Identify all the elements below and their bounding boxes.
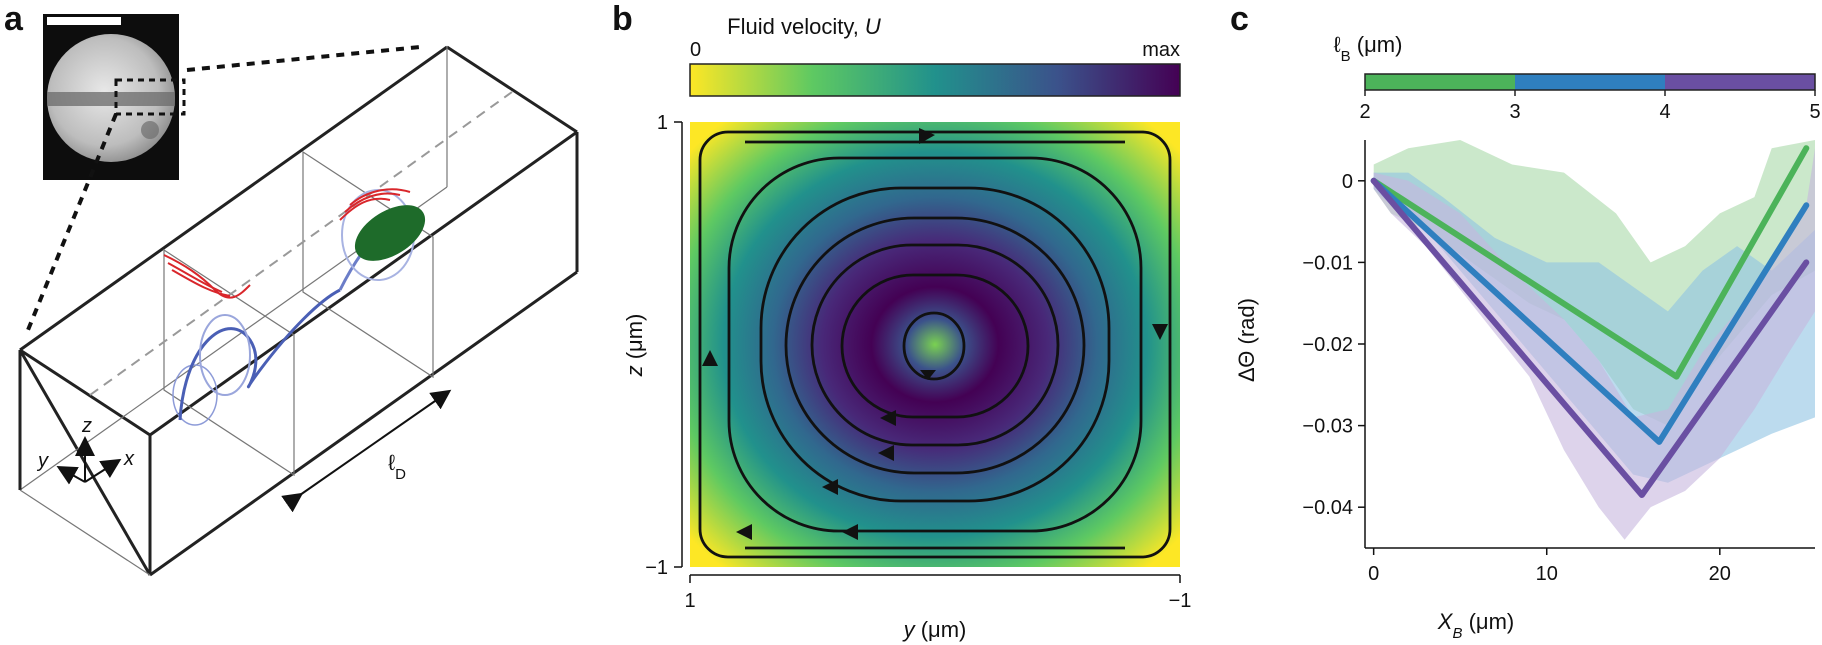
colorbar-title: Fluid velocity, U	[727, 14, 881, 39]
panel-b: b Fluid velocity, U 0 max	[612, 0, 1191, 642]
plot-y-tick-label: −0.03	[1302, 416, 1353, 438]
delta-theta-plot: 0 10 20 0 −0.01 −0.02 −0.03 −0.04	[1302, 140, 1815, 585]
plot-y-tick-label: 0	[1342, 171, 1353, 193]
plot-y-tick-label: −0.04	[1302, 497, 1353, 519]
plot-x-tick-label: 0	[1368, 563, 1379, 585]
axis-y-label: y	[36, 450, 49, 472]
colorbar-min-label: 0	[690, 39, 701, 61]
lb-colorbar-frame	[1364, 73, 1816, 91]
panel-a-label: a	[4, 0, 24, 38]
velocity-heatmap	[690, 122, 1180, 567]
panel-c-label: c	[1230, 0, 1249, 38]
axis-x-label: x	[123, 448, 135, 470]
plot-x-label: XB (μm)	[1437, 609, 1514, 642]
plot-y-tick-label: −0.01	[1302, 252, 1353, 274]
heatmap-x-tick-right: −1	[1169, 590, 1192, 612]
lb-colorbar-segment	[1515, 74, 1665, 90]
axis-z-label: z	[81, 415, 92, 437]
zoom-box	[114, 78, 186, 116]
lb-colorbar: 2 3 4 5	[1359, 73, 1821, 123]
velocity-colorbar	[689, 63, 1181, 97]
heatmap-y-tick-top: 1	[657, 112, 668, 134]
plot-y-label: ΔΘ (rad)	[1234, 298, 1259, 382]
lb-colorbar-segment	[1665, 74, 1815, 90]
lb-colorbar-tick-label: 2	[1359, 101, 1370, 123]
panel-b-label: b	[612, 0, 633, 38]
lb-colorbar-tick-label: 3	[1509, 101, 1520, 123]
plot-y-tick-label: −0.02	[1302, 334, 1353, 356]
scale-bar	[47, 17, 121, 25]
heatmap-x-label: y (μm)	[902, 617, 967, 642]
series-line-0	[1370, 145, 1810, 380]
series-line-2	[1370, 177, 1810, 498]
plot-x-tick-label: 20	[1709, 563, 1731, 585]
length-arrow	[281, 389, 452, 513]
lb-colorbar-segment	[1365, 74, 1515, 90]
series-band-2	[1373, 148, 1815, 540]
heatmap-x-tick-left: 1	[684, 590, 695, 612]
series-line-1	[1370, 177, 1810, 445]
flagella	[163, 188, 411, 299]
lb-colorbar-title: ℓB (μm)	[1334, 32, 1403, 65]
panel-a: a	[4, 0, 579, 577]
length-label: ℓD	[388, 450, 406, 483]
heatmap-y-tick-bottom: −1	[645, 557, 668, 579]
streamlines	[698, 130, 1172, 559]
bacterium-body	[354, 205, 426, 261]
panel-c: c ℓB (μm) 2 3 4 5 0 10 20 0 −0.01 −0.02 −0.03 −0.0…	[1230, 0, 1821, 642]
zoom-line-top	[186, 45, 421, 72]
heatmap-y-label: z (μm)	[622, 314, 647, 378]
plot-x-tick-label: 10	[1536, 563, 1558, 585]
streamline-arrows	[702, 128, 1168, 540]
axes-triad	[56, 436, 122, 485]
lb-colorbar-tick-label: 4	[1659, 101, 1670, 123]
colorbar-max-label: max	[1142, 39, 1180, 61]
microscope-inset	[43, 14, 186, 180]
lb-colorbar-tick-label: 5	[1809, 101, 1820, 123]
